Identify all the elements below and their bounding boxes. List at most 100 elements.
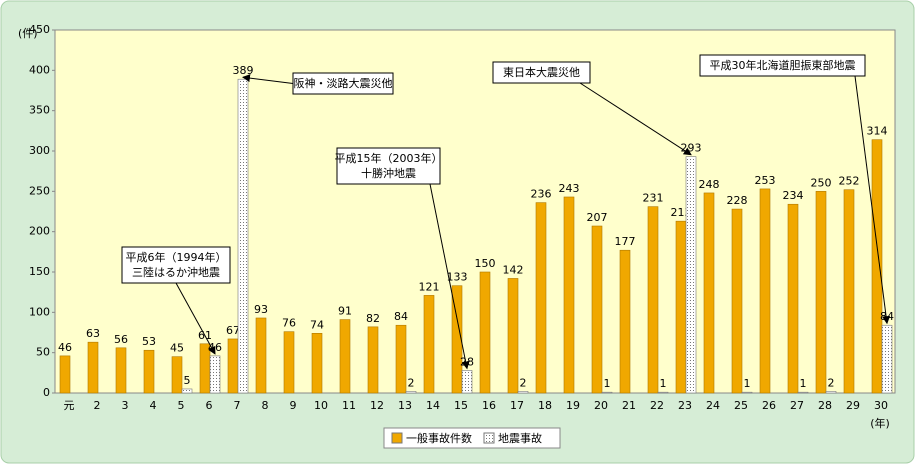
y-tick-label: 300 xyxy=(29,144,50,157)
plot-area xyxy=(54,29,896,394)
data-label: 250 xyxy=(811,176,832,189)
bar xyxy=(731,208,743,394)
annotation-box xyxy=(699,54,866,77)
bar xyxy=(675,220,687,394)
x-axis-label: (年) xyxy=(870,416,890,430)
y-tick-label: 350 xyxy=(29,104,50,117)
x-tick-label: 10 xyxy=(314,399,328,412)
data-label: 231 xyxy=(643,192,664,205)
annotation-text: 平成30年北海道胆振東部地震 xyxy=(710,58,856,72)
data-label: 46 xyxy=(208,341,222,354)
x-tick-label: 23 xyxy=(678,399,692,412)
legend-box xyxy=(383,427,561,449)
data-label: 207 xyxy=(587,211,608,224)
bar xyxy=(115,347,127,394)
y-tick-label: 100 xyxy=(29,305,50,318)
bar xyxy=(741,391,753,394)
annotation-arrow xyxy=(242,74,294,84)
data-label: 46 xyxy=(58,341,72,354)
x-tick-label: 5 xyxy=(178,399,185,412)
data-label: 243 xyxy=(559,182,580,195)
data-label: 293 xyxy=(681,142,702,155)
x-tick-label: 30 xyxy=(874,399,888,412)
bar xyxy=(591,225,603,394)
data-label: 121 xyxy=(419,280,440,293)
x-tick-label: 元 xyxy=(64,399,75,412)
y-tick-label: 200 xyxy=(29,225,50,238)
x-tick-label: 24 xyxy=(706,399,720,412)
data-label: 63 xyxy=(86,327,100,340)
bar xyxy=(647,206,659,394)
data-label: 1 xyxy=(744,377,751,390)
x-tick-label: 4 xyxy=(150,399,157,412)
bar xyxy=(685,156,697,394)
bar xyxy=(535,202,547,394)
bar xyxy=(237,78,249,394)
data-label: 228 xyxy=(727,194,748,207)
annotation-box xyxy=(292,72,394,95)
data-label: 314 xyxy=(867,125,888,138)
legend-swatch xyxy=(391,432,403,444)
bar xyxy=(395,324,407,394)
annotation-box xyxy=(121,246,231,284)
data-label: 1 xyxy=(604,377,611,390)
x-tick-label: 7 xyxy=(234,399,241,412)
annotation-text: 十勝沖地震 xyxy=(361,166,416,180)
bar xyxy=(423,295,435,394)
bar xyxy=(451,285,463,394)
y-tick-label: 0 xyxy=(43,386,50,399)
x-tick-label: 19 xyxy=(566,399,580,412)
data-label: 236 xyxy=(531,188,552,201)
legend-swatch xyxy=(483,432,495,444)
y-tick-label: 250 xyxy=(29,184,50,197)
bar xyxy=(797,391,809,394)
x-tick-label: 13 xyxy=(398,399,412,412)
bar xyxy=(339,319,351,394)
x-tick-label: 8 xyxy=(262,399,269,412)
data-label: 252 xyxy=(839,175,860,188)
x-tick-label: 20 xyxy=(594,399,608,412)
x-tick-label: 22 xyxy=(650,399,664,412)
bar xyxy=(181,388,193,394)
annotation-text: 平成6年（1994年） xyxy=(126,250,227,264)
bar xyxy=(143,349,155,394)
data-label: 82 xyxy=(366,312,380,325)
data-label: 76 xyxy=(282,317,296,330)
bar xyxy=(759,188,771,394)
bar xyxy=(825,391,837,394)
x-tick-label: 14 xyxy=(426,399,440,412)
x-tick-label: 27 xyxy=(790,399,804,412)
x-tick-label: 26 xyxy=(762,399,776,412)
data-label: 142 xyxy=(503,263,524,276)
annotation-box xyxy=(492,61,591,84)
x-tick-label: 3 xyxy=(122,399,129,412)
x-tick-label: 9 xyxy=(290,399,297,412)
data-label: 248 xyxy=(699,178,720,191)
data-label: 84 xyxy=(394,310,408,323)
annotation-arrow xyxy=(175,282,216,355)
annotation-text: 東日本大震災他 xyxy=(503,65,580,79)
annotation-arrow xyxy=(579,82,692,156)
bar xyxy=(657,391,669,394)
bar xyxy=(601,391,613,394)
bar xyxy=(871,139,883,394)
x-tick-label: 16 xyxy=(482,399,496,412)
legend-label: 地震事故 xyxy=(498,431,542,445)
data-label: 53 xyxy=(142,335,156,348)
data-label: 2 xyxy=(408,376,415,389)
bar xyxy=(461,370,473,394)
x-tick-label: 11 xyxy=(342,399,356,412)
x-tick-label: 15 xyxy=(454,399,468,412)
data-label: 177 xyxy=(615,235,636,248)
bar xyxy=(507,278,519,394)
data-label: 2 xyxy=(520,376,527,389)
x-tick-label: 25 xyxy=(734,399,748,412)
y-tick-label: 50 xyxy=(36,346,50,359)
data-label: 234 xyxy=(783,189,804,202)
annotation-text: 平成15年（2003年） xyxy=(335,151,443,165)
bar xyxy=(59,355,71,394)
annotation-text: 三陸はるか沖地震 xyxy=(132,266,220,279)
x-tick-label: 29 xyxy=(846,399,860,412)
data-label: 74 xyxy=(310,318,324,331)
